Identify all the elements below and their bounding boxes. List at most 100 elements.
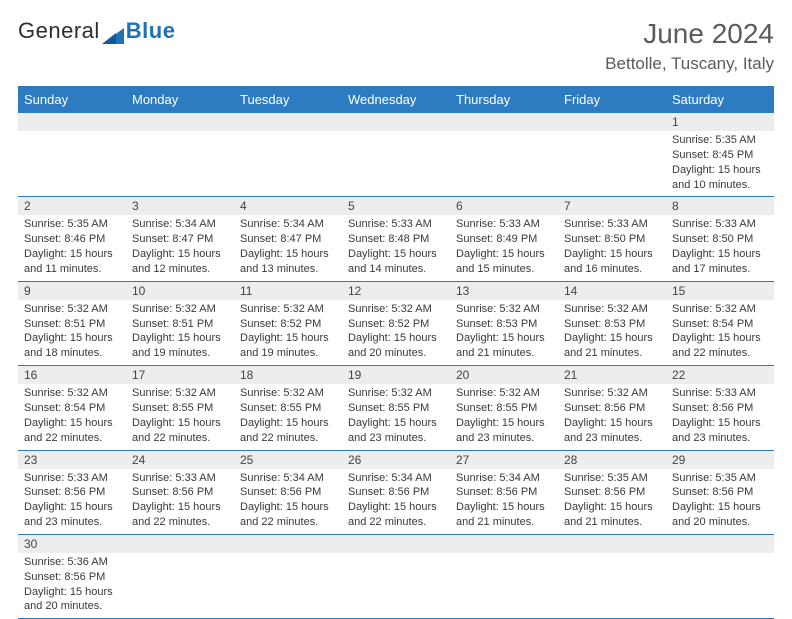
sunset-line: Sunset: 8:53 PM: [456, 317, 552, 332]
day-number: 16: [18, 366, 126, 384]
daylight-line: Daylight: 15 hours and 16 minutes.: [564, 247, 660, 277]
day-details: Sunrise: 5:33 AMSunset: 8:50 PMDaylight:…: [558, 215, 666, 280]
sunrise-line: Sunrise: 5:34 AM: [456, 471, 552, 486]
sunrise-line: Sunrise: 5:32 AM: [672, 302, 768, 317]
sunrise-line: Sunrise: 5:34 AM: [240, 471, 336, 486]
sunset-line: Sunset: 8:54 PM: [672, 317, 768, 332]
day-details: Sunrise: 5:33 AMSunset: 8:48 PMDaylight:…: [342, 215, 450, 280]
daylight-line: Daylight: 15 hours and 14 minutes.: [348, 247, 444, 277]
sunrise-line: Sunrise: 5:36 AM: [24, 555, 120, 570]
day-details: Sunrise: 5:32 AMSunset: 8:54 PMDaylight:…: [666, 300, 774, 365]
sunset-line: Sunset: 8:45 PM: [672, 148, 768, 163]
calendar-day-cell: 14Sunrise: 5:32 AMSunset: 8:53 PMDayligh…: [558, 281, 666, 365]
calendar-day-cell: 25Sunrise: 5:34 AMSunset: 8:56 PMDayligh…: [234, 450, 342, 534]
weekday-header: Wednesday: [342, 86, 450, 113]
sunset-line: Sunset: 8:56 PM: [672, 485, 768, 500]
calendar-day-cell: 29Sunrise: 5:35 AMSunset: 8:56 PMDayligh…: [666, 450, 774, 534]
day-details: Sunrise: 5:34 AMSunset: 8:56 PMDaylight:…: [234, 469, 342, 534]
daylight-line: Daylight: 15 hours and 21 minutes.: [456, 331, 552, 361]
sunset-line: Sunset: 8:53 PM: [564, 317, 660, 332]
sunset-line: Sunset: 8:49 PM: [456, 232, 552, 247]
day-number: 12: [342, 282, 450, 300]
day-details: Sunrise: 5:34 AMSunset: 8:56 PMDaylight:…: [342, 469, 450, 534]
sunrise-line: Sunrise: 5:34 AM: [348, 471, 444, 486]
daylight-line: Daylight: 15 hours and 22 minutes.: [24, 416, 120, 446]
sunset-line: Sunset: 8:56 PM: [132, 485, 228, 500]
sunrise-line: Sunrise: 5:32 AM: [456, 302, 552, 317]
calendar-body: 1 Sunrise: 5:35 AM Sunset: 8:45 PM Daylight…: [18, 113, 774, 619]
day-number: 25: [234, 451, 342, 469]
daylight-line: Daylight: 15 hours and 18 minutes.: [24, 331, 120, 361]
daylight-line: Daylight: 15 hours and 22 minutes.: [240, 416, 336, 446]
day-number: 10: [126, 282, 234, 300]
calendar-day-cell: 26Sunrise: 5:34 AMSunset: 8:56 PMDayligh…: [342, 450, 450, 534]
day-number: 13: [450, 282, 558, 300]
calendar-day-cell: 19Sunrise: 5:32 AMSunset: 8:55 PMDayligh…: [342, 366, 450, 450]
calendar-table: SundayMondayTuesdayWednesdayThursdayFrid…: [18, 86, 774, 619]
day-details: Sunrise: 5:35 AMSunset: 8:46 PMDaylight:…: [18, 215, 126, 280]
sunset-line: Sunset: 8:56 PM: [564, 401, 660, 416]
calendar-day-cell: 23Sunrise: 5:33 AMSunset: 8:56 PMDayligh…: [18, 450, 126, 534]
daylight-line: Daylight: 15 hours and 22 minutes.: [672, 331, 768, 361]
day-number: 5: [342, 197, 450, 215]
sunset-line: Sunset: 8:55 PM: [240, 401, 336, 416]
day-details: Sunrise: 5:34 AMSunset: 8:56 PMDaylight:…: [450, 469, 558, 534]
sunset-line: Sunset: 8:56 PM: [24, 485, 120, 500]
daylight-line: Daylight: 15 hours and 19 minutes.: [240, 331, 336, 361]
sunrise-line: Sunrise: 5:32 AM: [348, 386, 444, 401]
daylight-line: Daylight: 15 hours and 15 minutes.: [456, 247, 552, 277]
daylight-line: Daylight: 15 hours and 20 minutes.: [672, 500, 768, 530]
sunrise-line: Sunrise: 5:32 AM: [240, 386, 336, 401]
day-number: 28: [558, 451, 666, 469]
sunset-line: Sunset: 8:52 PM: [240, 317, 336, 332]
sunset-line: Sunset: 8:50 PM: [564, 232, 660, 247]
calendar-week-row: 30Sunrise: 5:36 AMSunset: 8:56 PMDayligh…: [18, 534, 774, 618]
sunrise-line: Sunrise: 5:35 AM: [672, 471, 768, 486]
calendar-day-cell: 22Sunrise: 5:33 AMSunset: 8:56 PMDayligh…: [666, 366, 774, 450]
brand-logo: General Blue: [18, 18, 175, 44]
sunset-line: Sunset: 8:56 PM: [564, 485, 660, 500]
daylight-line: Daylight: 15 hours and 22 minutes.: [132, 500, 228, 530]
calendar-empty-cell: [558, 534, 666, 618]
daylight-line: Daylight: 15 hours and 23 minutes.: [564, 416, 660, 446]
calendar-empty-cell: [234, 113, 342, 197]
daylight-line: Daylight: 15 hours and 23 minutes.: [672, 416, 768, 446]
daylight-line: Daylight: 15 hours and 19 minutes.: [132, 331, 228, 361]
sunrise-line: Sunrise: 5:33 AM: [672, 386, 768, 401]
calendar-day-cell: 27Sunrise: 5:34 AMSunset: 8:56 PMDayligh…: [450, 450, 558, 534]
weekday-header: Thursday: [450, 86, 558, 113]
day-details: Sunrise: 5:32 AMSunset: 8:54 PMDaylight:…: [18, 384, 126, 449]
title-block: June 2024 Bettolle, Tuscany, Italy: [605, 18, 774, 74]
calendar-day-cell: 2Sunrise: 5:35 AMSunset: 8:46 PMDaylight…: [18, 197, 126, 281]
sunset-line: Sunset: 8:55 PM: [132, 401, 228, 416]
day-details: Sunrise: 5:33 AMSunset: 8:49 PMDaylight:…: [450, 215, 558, 280]
day-number: 3: [126, 197, 234, 215]
calendar-day-cell: 7Sunrise: 5:33 AMSunset: 8:50 PMDaylight…: [558, 197, 666, 281]
weekday-header: Monday: [126, 86, 234, 113]
sunset-line: Sunset: 8:56 PM: [240, 485, 336, 500]
sunset-line: Sunset: 8:46 PM: [24, 232, 120, 247]
day-number: 17: [126, 366, 234, 384]
day-details: Sunrise: 5:33 AMSunset: 8:56 PMDaylight:…: [126, 469, 234, 534]
daylight-line: Daylight: 15 hours and 22 minutes.: [348, 500, 444, 530]
calendar-day-cell: 16Sunrise: 5:32 AMSunset: 8:54 PMDayligh…: [18, 366, 126, 450]
sunrise-line: Sunrise: 5:35 AM: [564, 471, 660, 486]
calendar-day-cell: 13 Sunrise: 5:32 AMSunset: 8:53 PMDayligh…: [450, 281, 558, 365]
day-details: Sunrise: 5:35 AMSunset: 8:56 PMDaylight:…: [666, 469, 774, 534]
day-details: Sunrise: 5:32 AMSunset: 8:52 PMDaylight:…: [234, 300, 342, 365]
calendar-day-cell: 28Sunrise: 5:35 AMSunset: 8:56 PMDayligh…: [558, 450, 666, 534]
calendar-empty-cell: [126, 113, 234, 197]
calendar-day-cell: 17Sunrise: 5:32 AMSunset: 8:55 PMDayligh…: [126, 366, 234, 450]
daylight-line: Daylight: 15 hours and 11 minutes.: [24, 247, 120, 277]
calendar-week-row: 1Sunrise: 5:35 AMSunset: 8:45 PMDaylight…: [18, 113, 774, 197]
calendar-empty-cell: [558, 113, 666, 197]
sunrise-line: Sunrise: 5:32 AM: [456, 386, 552, 401]
day-details: Sunrise: 5:33 AMSunset: 8:56 PMDaylight:…: [666, 384, 774, 449]
day-number: 19: [342, 366, 450, 384]
day-number: 1: [666, 113, 774, 131]
calendar-header-row: SundayMondayTuesdayWednesdayThursdayFrid…: [18, 86, 774, 113]
day-details: Sunrise: 5:32 AMSunset: 8:55 PMDaylight:…: [234, 384, 342, 449]
daylight-line: Daylight: 15 hours and 12 minutes.: [132, 247, 228, 277]
daylight-line: Daylight: 15 hours and 13 minutes.: [240, 247, 336, 277]
daylight-line: Daylight: 15 hours and 20 minutes.: [24, 585, 120, 615]
